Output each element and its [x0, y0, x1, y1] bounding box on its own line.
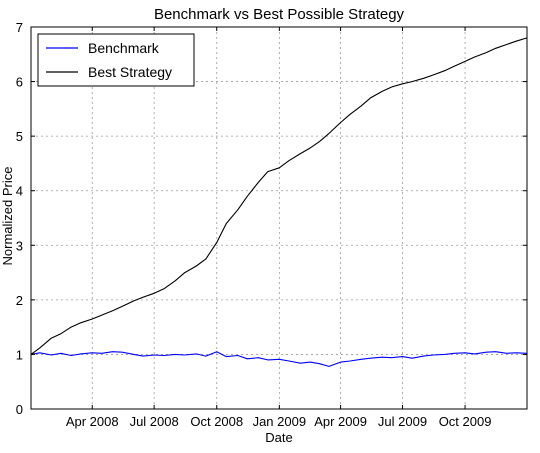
y-tick-label: 2 [16, 293, 23, 308]
legend-label: Best Strategy [88, 64, 172, 80]
series-layer [30, 37, 528, 367]
series-line-benchmark [30, 351, 528, 367]
grid-layer [31, 27, 527, 409]
chart-title: Benchmark vs Best Possible Strategy [154, 6, 405, 23]
y-tick-label: 1 [16, 347, 23, 362]
y-tick-label: 7 [16, 20, 23, 35]
legend-label: Benchmark [88, 40, 160, 56]
legend: Benchmark Best Strategy [37, 33, 195, 87]
y-axis-label: Normalized Price [0, 167, 15, 266]
y-tick-label: 5 [16, 129, 23, 144]
x-tick-label: Apr 2008 [66, 414, 119, 429]
tick-layer: 0 1 2 3 4 5 6 7 Apr 2008 Jul 2008 Oct 2008 Jan 2009… [16, 20, 527, 429]
y-tick-label: 0 [16, 402, 23, 417]
x-tick-label: Apr 2009 [314, 414, 367, 429]
x-tick-label: Jul 2008 [130, 414, 179, 429]
x-tick-label: Oct 2008 [190, 414, 243, 429]
y-tick-label: 4 [16, 184, 23, 199]
x-axis-label: Date [265, 430, 292, 445]
y-tick-label: 3 [16, 238, 23, 253]
x-tick-label: Jul 2009 [378, 414, 427, 429]
series-line-best-strategy [30, 37, 528, 355]
y-tick-label: 6 [16, 75, 23, 90]
x-tick-label: Jan 2009 [253, 414, 307, 429]
legend-box [37, 33, 195, 87]
x-tick-label: Oct 2009 [439, 414, 492, 429]
